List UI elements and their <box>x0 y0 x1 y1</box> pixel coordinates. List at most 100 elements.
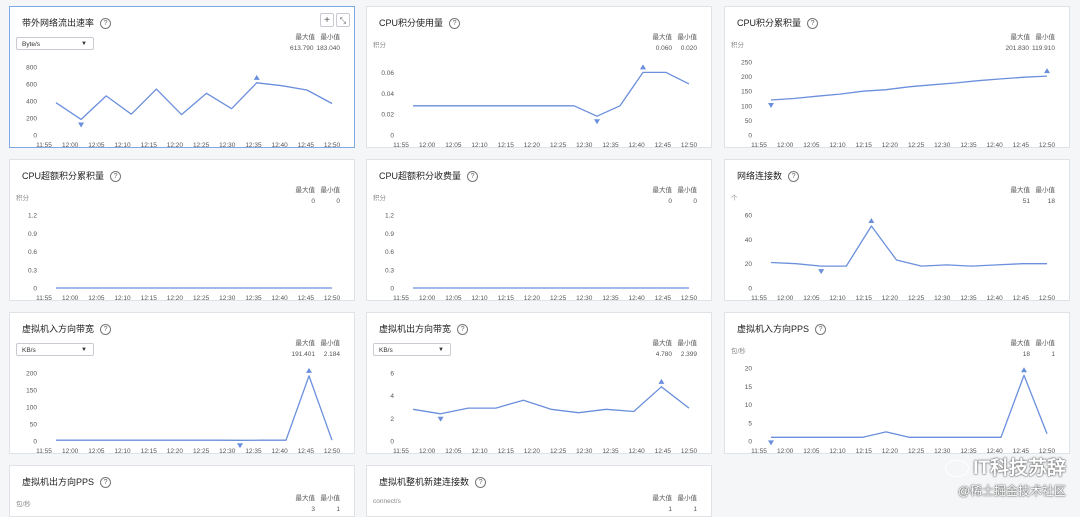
help-icon[interactable]: ? <box>110 171 122 183</box>
x-tick-label: 12:50 <box>681 142 698 148</box>
panel-cpu-surplus-credit-balance: CPU超额积分累积量? 积分 最大值 最小值 0 0 1.2 0.9 0.6 0.3 0 11:55 1… <box>9 159 355 301</box>
y-tick-label: 50 <box>30 422 38 429</box>
y-tick-label: 800 <box>26 65 37 72</box>
x-tick-label: 12:25 <box>193 142 210 148</box>
x-tick-label: 12:20 <box>167 142 184 148</box>
x-tick-label: 12:15 <box>498 295 515 301</box>
series-line[interactable] <box>770 75 1048 101</box>
x-tick-label: 12:45 <box>655 142 672 148</box>
help-icon[interactable]: ? <box>815 324 827 336</box>
y-tick-label: 0 <box>748 439 752 446</box>
line-chart: 250 200 150 100 50 0 11:55 12:00 12:05 12:10 12:15… <box>741 60 1055 148</box>
x-tick-label: 12:15 <box>856 448 873 454</box>
help-icon[interactable]: ? <box>475 477 487 489</box>
help-icon[interactable]: ? <box>100 324 112 336</box>
min-value: 0 <box>693 198 697 205</box>
x-tick-label: 12:30 <box>576 448 593 454</box>
help-icon[interactable]: ? <box>100 477 112 489</box>
plus-icon[interactable]: + <box>320 13 334 27</box>
series-line[interactable] <box>412 386 690 415</box>
x-tick-label: 11:55 <box>36 142 52 148</box>
panel-title: 虚拟机出方向带宽? <box>379 322 469 336</box>
max-marker <box>658 378 665 384</box>
x-tick-label: 12:10 <box>114 448 131 454</box>
chevron-down-icon: ▼ <box>438 347 444 353</box>
min-value: 2.184 <box>323 351 340 358</box>
x-tick-label: 12:45 <box>1013 295 1030 301</box>
y-tick-label: 0 <box>33 286 37 293</box>
x-tick-label: 12:50 <box>681 295 698 301</box>
min-value: 1 <box>693 506 697 513</box>
line-chart: 0.06 0.04 0.02 0 11:55 12:00 12:05 12:10 12:15 12… <box>381 64 698 148</box>
max-marker <box>253 74 260 80</box>
help-icon[interactable]: ? <box>807 18 819 30</box>
y-tick-label: 15 <box>745 384 753 391</box>
min-marker <box>78 122 85 128</box>
x-tick-label: 12:45 <box>655 295 672 301</box>
series-line[interactable] <box>770 225 1047 267</box>
x-tick-label: 12:20 <box>167 448 184 454</box>
x-tick-label: 12:40 <box>986 295 1003 301</box>
x-tick-label: 12:25 <box>193 295 210 301</box>
x-tick-label: 12:50 <box>1039 295 1056 301</box>
x-tick-label: 12:00 <box>62 295 79 301</box>
help-icon[interactable]: ? <box>449 18 461 30</box>
y-tick-label: 0 <box>748 286 752 293</box>
y-tick-label: 0 <box>33 133 37 140</box>
x-tick-label: 12:10 <box>471 448 488 454</box>
y-tick-label: 1.2 <box>385 213 394 220</box>
x-tick-label: 12:10 <box>829 448 846 454</box>
panel-network-connections: 网络连接数? 个最大值 最小值 51 18 60 40 20 0 11:55 12:00 12:05 1… <box>724 159 1070 301</box>
series-line[interactable] <box>55 82 333 121</box>
unit-dropdown[interactable]: Byte/s ▼ <box>16 37 94 50</box>
min-max-stats: 最大值 最小值 3 1 <box>290 493 341 515</box>
x-tick-label: 12:45 <box>1013 142 1030 148</box>
unit-dropdown[interactable]: KB/s ▼ <box>373 343 451 356</box>
expand-icon[interactable]: ⤡ <box>336 13 350 27</box>
watermark: IT科技苏辞 @稀土掘金技术社区 <box>945 453 1066 499</box>
x-tick-label: 12:05 <box>88 142 105 148</box>
min-value: 119.910 <box>1031 45 1055 52</box>
x-tick-label: 12:20 <box>524 295 541 301</box>
panel-vm-inbound-bandwidth: 虚拟机入方向带宽? KB/s ▼ 最大值 最小值 191.401 2.184 200 150 10… <box>9 312 355 454</box>
help-icon[interactable]: ? <box>100 18 112 30</box>
help-icon[interactable]: ? <box>467 171 479 183</box>
panel-cpu-credit-usage: CPU积分使用量? 积分 最大值 最小值 0.060 0.020 0.06 0.04 0.02 0… <box>366 6 712 148</box>
help-icon[interactable]: ? <box>457 324 469 336</box>
series-line[interactable] <box>413 71 690 117</box>
x-tick-label: 12:25 <box>193 448 210 454</box>
y-tick-label: 0 <box>390 439 394 446</box>
x-tick-label: 12:40 <box>271 142 288 148</box>
unit-dropdown[interactable]: KB/s ▼ <box>16 343 94 356</box>
help-icon[interactable]: ? <box>788 171 800 183</box>
max-value: 191.401 <box>291 351 316 358</box>
x-tick-label: 12:35 <box>960 142 977 148</box>
x-tick-label: 12:10 <box>114 142 131 148</box>
x-tick-label: 12:40 <box>628 295 645 301</box>
panel-title: 虚拟机入方向PPS? <box>737 322 827 336</box>
y-tick-label: 4 <box>390 393 394 400</box>
y-tick-label: 0 <box>390 286 394 293</box>
wechat-icon <box>945 460 970 478</box>
line-chart: 6 4 2 0 11:55 12:00 12:05 12:10 12:15 12:20 12:25 1… <box>390 371 698 454</box>
x-tick-label: 12:05 <box>803 448 820 454</box>
y-tick-label: 0 <box>33 439 37 446</box>
x-tick-label: 12:00 <box>62 142 79 148</box>
unit-label: 个 <box>731 195 738 202</box>
x-tick-label: 12:30 <box>219 295 236 301</box>
x-tick-label: 12:40 <box>986 142 1003 148</box>
x-tick-label: 12:20 <box>524 142 541 148</box>
x-tick-label: 12:35 <box>960 295 977 301</box>
x-tick-label: 12:25 <box>908 448 925 454</box>
x-tick-label: 12:00 <box>419 142 436 148</box>
series-line[interactable] <box>771 374 1048 438</box>
x-tick-label: 12:40 <box>986 448 1003 454</box>
x-tick-label: 12:50 <box>681 448 698 454</box>
max-value: 51 <box>1022 198 1030 205</box>
x-tick-label: 12:00 <box>777 295 794 301</box>
x-tick-label: 12:30 <box>934 295 951 301</box>
unit-label: 积分 <box>373 195 386 202</box>
x-tick-label: 12:05 <box>445 295 462 301</box>
series-line[interactable] <box>56 375 333 441</box>
line-chart: 60 40 20 0 11:55 12:00 12:05 12:10 12:15 12:20 12:… <box>745 213 1056 301</box>
